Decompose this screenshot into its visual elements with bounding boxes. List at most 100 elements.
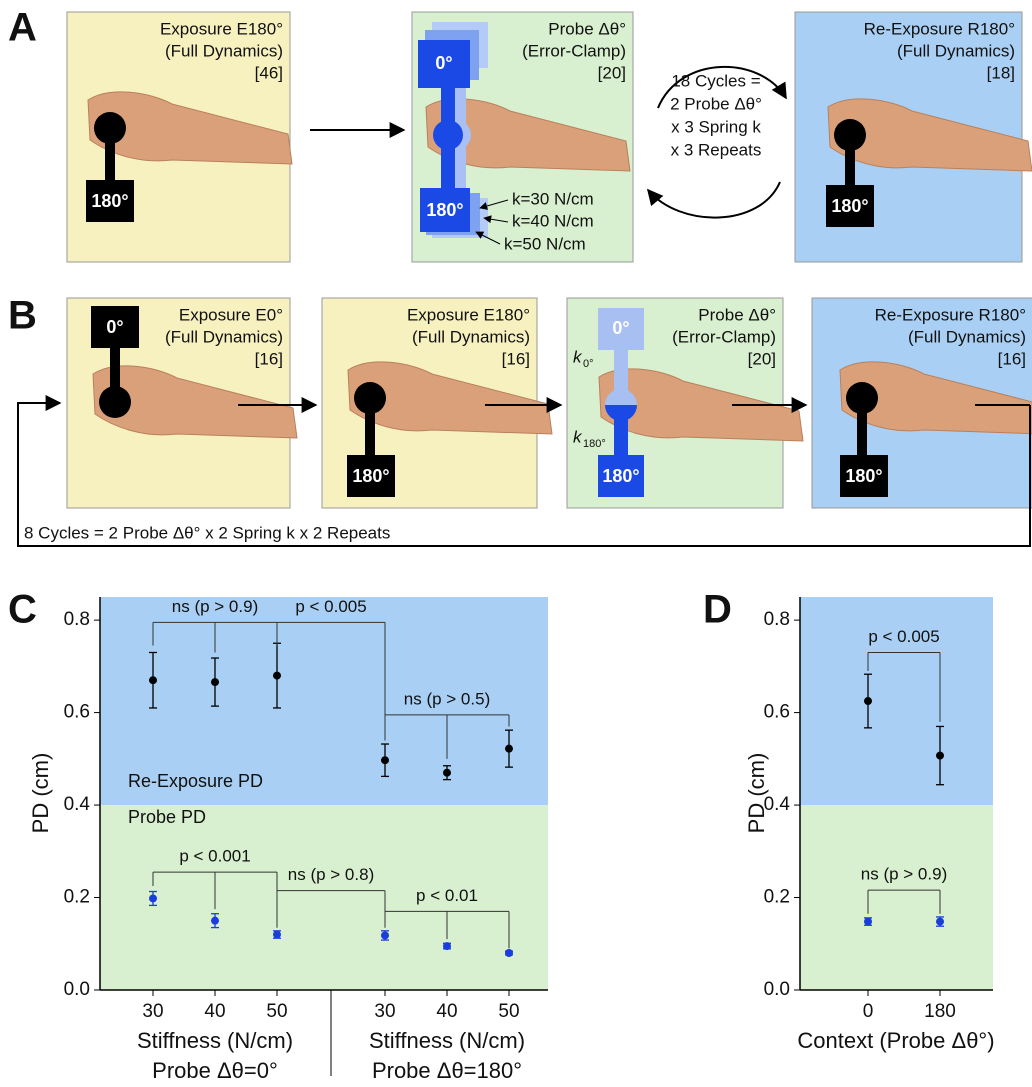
cycle-text: 8 Cycles = 2 Probe Δθ° x 2 Spring k x 2 …	[24, 523, 390, 542]
annotation: ns (p > 0.9)	[861, 865, 947, 884]
handle-stem	[365, 410, 375, 458]
data-point	[864, 918, 872, 926]
box-subtitle: (Full Dynamics)	[908, 327, 1026, 346]
y-axis-label: PD (cm)	[744, 753, 769, 834]
annotation: p < 0.005	[295, 597, 366, 616]
x-tick-label: 40	[436, 1001, 457, 1022]
y-tick-label: 0.6	[764, 702, 790, 723]
group-label: Probe Δθ=180°	[372, 1058, 522, 1082]
x-tick-label: 0	[863, 1001, 874, 1022]
spring-label: k=40 N/cm	[512, 211, 594, 230]
band-label: Re-Exposure PD	[128, 771, 263, 791]
y-tick-label: 0.8	[64, 609, 90, 630]
data-point	[149, 894, 157, 902]
target-label: 180°	[91, 191, 128, 211]
box-count: [18]	[987, 63, 1015, 82]
handle	[99, 386, 131, 418]
data-point	[273, 672, 281, 680]
target-label: 0°	[106, 317, 123, 337]
box-title: Re-Exposure R180°	[864, 19, 1015, 38]
cycle-text: 18 Cycles =	[671, 71, 760, 90]
spring-subscript: 0°	[583, 358, 594, 370]
target-label: 180°	[602, 466, 639, 486]
annotation: ns (p > 0.8)	[288, 865, 374, 884]
handle	[354, 382, 386, 414]
y-axis-label: PD (cm)	[28, 753, 53, 834]
handle-stem	[105, 140, 115, 182]
panel-label: D	[703, 588, 732, 632]
data-point	[211, 678, 219, 686]
box-title: Exposure E180°	[160, 19, 283, 38]
x-tick-label: 50	[266, 1001, 287, 1022]
data-point	[505, 949, 513, 957]
panel-label: A	[8, 6, 37, 50]
cycle-text: 2 Probe Δθ°	[670, 94, 762, 113]
cycle-text: x 3 Spring k	[671, 117, 761, 136]
y-tick-label: 0.2	[764, 887, 790, 908]
group-label: Probe Δθ=0°	[152, 1058, 278, 1082]
y-tick-label: 0.0	[764, 979, 790, 1000]
y-tick-label: 0.8	[764, 609, 790, 630]
target-label: 180°	[426, 200, 463, 220]
target-label: 180°	[831, 196, 868, 216]
box-subtitle: (Error-Clamp)	[522, 41, 626, 60]
target-label: 180°	[845, 466, 882, 486]
data-point	[936, 752, 944, 760]
box-count: [16]	[502, 349, 530, 368]
box-title: Exposure E0°	[179, 305, 283, 324]
handle	[834, 119, 866, 151]
x-tick-label: 30	[374, 1001, 395, 1022]
background-band	[800, 805, 993, 990]
target-label: 180°	[352, 466, 389, 486]
data-point	[381, 756, 389, 764]
target-label: 0°	[435, 53, 452, 73]
x-tick-label: 180	[924, 1001, 956, 1022]
handle-stem	[614, 415, 628, 457]
box-title: Probe Δθ°	[698, 305, 776, 324]
data-point	[443, 769, 451, 777]
data-point	[149, 676, 157, 684]
box-title: Exposure E180°	[407, 305, 530, 324]
panel-label: B	[8, 294, 37, 338]
data-point	[443, 942, 451, 950]
x-axis-label: Context (Probe Δθ°)	[797, 1028, 994, 1053]
box-count: [16]	[255, 349, 283, 368]
x-tick-label: 50	[498, 1001, 519, 1022]
box-subtitle: (Full Dynamics)	[165, 327, 283, 346]
box-count: [20]	[748, 349, 776, 368]
figure: A Exposure E180° (Full Dynamics) [46] 18…	[0, 0, 1032, 1082]
panel-label: C	[8, 588, 37, 632]
handle-stem	[857, 410, 867, 458]
data-point	[936, 918, 944, 926]
cycle-text: x 3 Repeats	[671, 140, 762, 159]
box-subtitle: (Full Dynamics)	[897, 41, 1015, 60]
band-label: Probe PD	[128, 807, 206, 827]
annotation: p < 0.01	[416, 886, 478, 905]
handle-stem	[110, 346, 120, 391]
data-point	[505, 745, 513, 753]
y-tick-label: 0.2	[64, 887, 90, 908]
x-tick-label: 30	[142, 1001, 163, 1022]
handle-stem	[845, 148, 855, 188]
y-tick-label: 0.4	[64, 794, 91, 815]
spring-subscript: 180°	[583, 438, 606, 450]
box-subtitle: (Full Dynamics)	[412, 327, 530, 346]
y-tick-label: 0.0	[64, 979, 90, 1000]
x-tick-label: 40	[204, 1001, 225, 1022]
box-count: [46]	[255, 63, 283, 82]
annotation: p < 0.005	[868, 627, 939, 646]
handle	[94, 112, 126, 144]
box-subtitle: (Full Dynamics)	[165, 41, 283, 60]
cycle-arrow	[648, 182, 780, 218]
box-subtitle: (Error-Clamp)	[672, 327, 776, 346]
data-point	[864, 697, 872, 705]
handle	[846, 382, 878, 414]
data-point	[381, 931, 389, 939]
annotation: p < 0.001	[179, 847, 250, 866]
box-count: [20]	[598, 63, 626, 82]
target-label: 0°	[612, 318, 629, 338]
box-title: Probe Δθ°	[548, 19, 626, 38]
annotation: ns (p > 0.9)	[172, 597, 258, 616]
x-axis-label: Stiffness (N/cm)	[137, 1028, 293, 1053]
data-point	[273, 931, 281, 939]
